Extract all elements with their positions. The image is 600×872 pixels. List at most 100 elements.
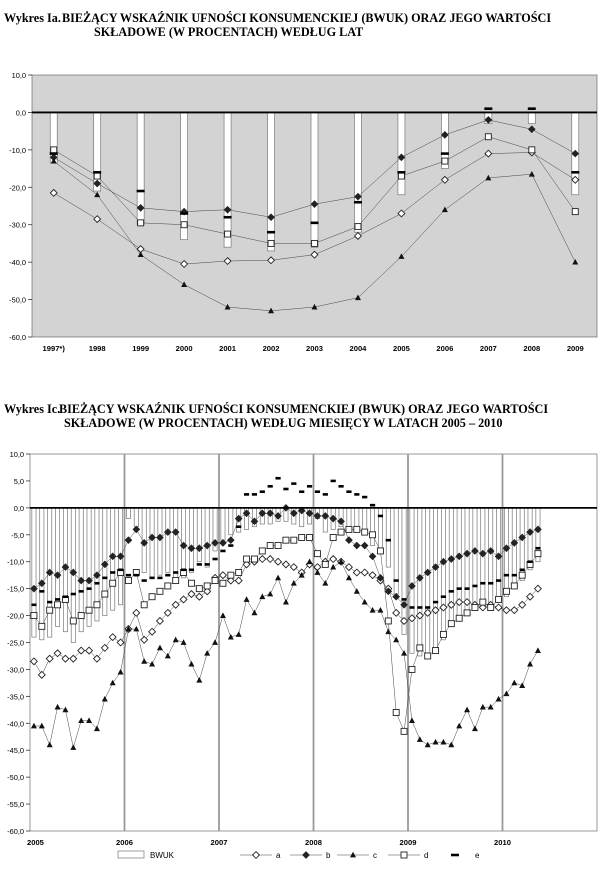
legend-c-label: c	[373, 851, 377, 860]
series-a-point	[484, 149, 493, 158]
series-b-point	[250, 517, 259, 526]
legend-b-label: b	[326, 851, 331, 860]
series-d-point	[180, 221, 188, 229]
series-a-point	[439, 603, 448, 612]
series-c-point	[485, 174, 492, 181]
series-c-point	[54, 703, 61, 710]
series-b-point	[30, 584, 38, 593]
series-c-point	[311, 303, 318, 310]
bwuk-bar	[409, 507, 415, 654]
series-b-point	[360, 541, 369, 550]
series-a-point	[447, 600, 456, 609]
series-c-point	[338, 558, 345, 565]
series-b-point	[61, 563, 70, 571]
series-c-point	[393, 636, 400, 643]
series-c-point	[572, 258, 579, 265]
series-b-point	[484, 116, 493, 124]
series-d-point	[353, 525, 361, 533]
series-c-point	[78, 717, 85, 723]
series-d-point	[400, 727, 408, 735]
series-c-point	[432, 738, 439, 745]
series-d-point	[93, 172, 101, 180]
series-d-point	[447, 620, 455, 628]
series-d-point	[376, 547, 384, 555]
series-c-point	[345, 574, 352, 581]
series-b-point	[266, 509, 275, 518]
series-b-point	[148, 533, 156, 542]
series-b-point	[223, 205, 232, 214]
series-b-point	[447, 555, 456, 563]
y-tick-label: -45,0	[7, 746, 24, 755]
series-d-point	[250, 555, 258, 563]
y-tick-label: -60,0	[9, 333, 26, 342]
series-a-point	[407, 614, 416, 623]
series-c-point	[212, 639, 219, 645]
series-d-point	[408, 665, 416, 673]
series-b-point	[376, 574, 385, 582]
series-c-point	[322, 580, 329, 586]
series-b-point	[37, 579, 46, 588]
series-c-point	[527, 660, 534, 667]
series-c-point	[519, 682, 526, 688]
y-tick-label: -30,0	[7, 665, 24, 674]
series-c-point	[353, 588, 360, 594]
series-b-point	[274, 512, 282, 520]
legend-d-label: d	[424, 851, 428, 860]
chart-1-series-c	[50, 157, 579, 314]
bwuk-bar	[149, 507, 155, 579]
legend-b-swatch	[302, 851, 310, 859]
series-d-point	[361, 528, 369, 536]
series-c-point	[377, 606, 384, 613]
series-b-point	[455, 552, 464, 561]
legend-c-swatch	[350, 851, 356, 858]
y-tick-label: -5,0	[11, 531, 24, 540]
bwuk-bar	[354, 112, 362, 233]
series-a-point	[116, 638, 125, 647]
series-a-point	[155, 616, 164, 625]
series-a-point	[77, 646, 86, 655]
series-c-point	[125, 625, 132, 632]
bwuk-bar	[385, 507, 391, 568]
series-a-point	[171, 600, 180, 609]
y-tick-label: -50,0	[9, 296, 26, 305]
series-a-point	[187, 589, 196, 599]
y-tick-label: 10,0	[10, 450, 24, 459]
series-a-point	[392, 608, 401, 617]
series-b-point	[352, 541, 361, 550]
x-category-label: 2004	[350, 344, 368, 353]
series-c-point	[70, 744, 77, 750]
bwuk-bar	[188, 507, 194, 573]
series-d-point	[397, 172, 405, 180]
series-a-point	[352, 568, 361, 577]
series-b-point	[478, 549, 487, 558]
series-d-point	[77, 612, 85, 620]
series-c-point	[109, 679, 116, 686]
y-tick-label: 0,0	[14, 504, 24, 513]
series-c-point	[290, 580, 297, 586]
series-a-point	[61, 654, 70, 663]
series-d-point	[345, 525, 353, 533]
series-b-point	[439, 557, 448, 566]
y-tick-label: -10,0	[7, 558, 24, 567]
x-year-label: 2009	[400, 838, 417, 847]
series-d-point	[85, 606, 93, 614]
series-c-point	[306, 558, 313, 565]
series-b-point	[297, 506, 306, 515]
bwuk-bar	[204, 507, 210, 568]
series-b-point	[179, 541, 188, 550]
series-b-point	[156, 533, 164, 542]
legend-a-swatch	[251, 850, 261, 860]
series-d-point	[187, 579, 195, 587]
bwuk-bar	[165, 507, 171, 573]
series-c-point	[511, 679, 518, 686]
x-category-label: 2005	[393, 344, 411, 353]
series-c-point	[528, 170, 535, 177]
series-c-point	[235, 631, 242, 637]
y-tick-label: -20,0	[9, 183, 26, 192]
series-a-point	[100, 643, 109, 652]
series-c-point	[259, 593, 266, 600]
series-b-point	[400, 600, 408, 609]
bwuk-bar	[433, 507, 439, 651]
chart-2: 10,0 5,0 0,0 -5,0 -10,0 -15,0 -20,0 -25,0 -30,0 -…	[7, 450, 598, 860]
series-a-point	[533, 584, 542, 593]
